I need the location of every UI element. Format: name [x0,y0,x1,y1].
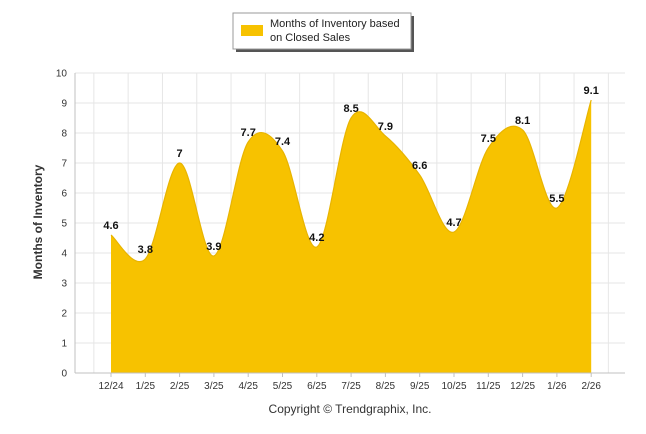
x-tick-label-12: 12/25 [510,381,535,392]
data-label-7: 8.5 [343,103,358,115]
data-label-4: 7.7 [241,127,256,139]
y-tick-label-9: 9 [61,99,67,110]
data-label-2: 7 [177,148,183,160]
legend-swatch [241,25,263,36]
y-tick-label-4: 4 [61,249,67,260]
y-tick-label-2: 2 [61,309,67,320]
legend-label-line2: on Closed Sales [270,32,351,44]
axes [74,73,625,374]
y-tick-label-3: 3 [61,279,67,290]
data-labels: 4.6 3.8 7 3.9 7.7 7.4 4.2 8.5 7.9 6.6 4.7 7.5 8.1 5.5… [103,85,598,256]
data-label-0: 4.6 [103,220,118,232]
x-tick-label-11: 11/25 [476,381,501,392]
data-label-1: 3.8 [138,244,153,256]
x-axis-ticks: 12/24 1/25 2/25 3/25 4/25 5/25 6/25 7/25 8/25 9/2… [98,373,601,392]
x-tick-label-5: 5/25 [273,381,293,392]
x-tick-label-0: 12/24 [98,381,123,392]
copyright-credit: Copyright © Trendgraphix, Inc. [269,402,432,416]
x-tick-label-9: 9/25 [410,381,430,392]
x-tick-label-4: 4/25 [238,381,258,392]
y-axis-title: Months of Inventory [31,164,45,279]
y-tick-label-1: 1 [61,339,67,350]
y-axis-ticks: 0 1 2 3 4 5 6 7 8 9 10 [56,69,68,380]
x-tick-label-10: 10/25 [441,381,466,392]
x-tick-label-14: 2/26 [581,381,601,392]
area-fill [111,100,592,373]
data-label-3: 3.9 [206,241,221,253]
y-tick-label-7: 7 [61,159,67,170]
data-label-5: 7.4 [275,136,291,148]
y-tick-label-6: 6 [61,189,67,200]
data-label-13: 5.5 [549,193,564,205]
y-tick-label-5: 5 [61,219,67,230]
y-tick-label-8: 8 [61,129,67,140]
data-label-12: 8.1 [515,115,530,127]
data-label-11: 7.5 [481,133,496,145]
data-label-9: 6.6 [412,160,427,172]
legend: Months of Inventory based on Closed Sale… [232,12,414,52]
y-tick-label-10: 10 [56,69,68,80]
x-tick-label-13: 1/26 [547,381,567,392]
area-line [110,99,592,263]
area-series [110,99,592,373]
x-tick-label-1: 1/25 [136,381,156,392]
x-tick-label-8: 8/25 [376,381,396,392]
data-label-14: 9.1 [584,85,599,97]
data-label-6: 4.2 [309,232,324,244]
legend-label-line1: Months of Inventory based [270,18,400,30]
data-label-8: 7.9 [378,121,393,133]
x-tick-label-2: 2/25 [170,381,190,392]
y-tick-label-0: 0 [61,369,67,380]
x-tick-label-3: 3/25 [204,381,224,392]
x-tick-label-7: 7/25 [341,381,361,392]
data-label-10: 4.7 [446,217,461,229]
x-tick-label-6: 6/25 [307,381,327,392]
